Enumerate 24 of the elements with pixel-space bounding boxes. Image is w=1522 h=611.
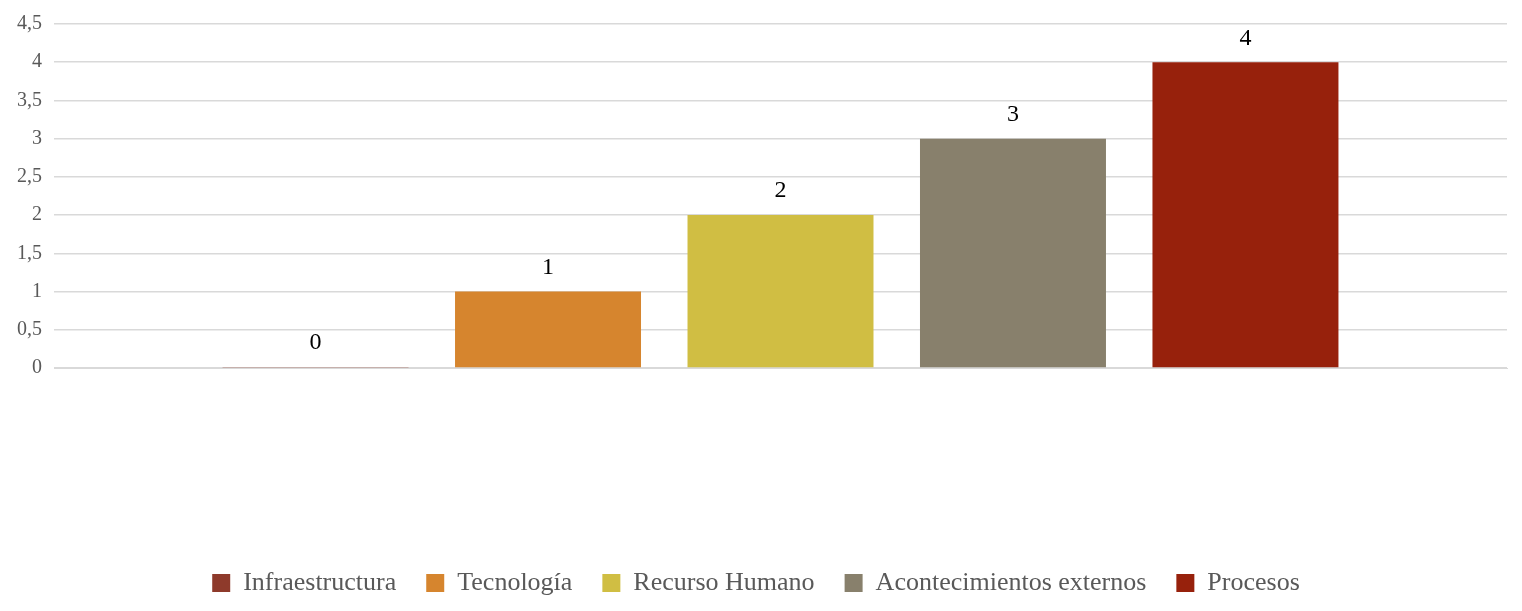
bar xyxy=(1152,62,1339,368)
legend-label: Infraestructura xyxy=(243,566,397,596)
bar xyxy=(687,215,874,368)
y-tick-label: 2 xyxy=(32,202,42,225)
legend-label: Procesos xyxy=(1207,566,1300,596)
data-label: 3 xyxy=(1006,99,1019,126)
y-tick-label: 3,5 xyxy=(17,87,42,110)
data-label: 4 xyxy=(1239,23,1252,50)
bar xyxy=(455,291,642,368)
data-label: 1 xyxy=(542,252,555,279)
y-tick-label: 2,5 xyxy=(17,164,42,187)
y-tick-label: 3 xyxy=(32,125,42,148)
legend-label: Acontecimientos externos xyxy=(875,566,1147,596)
legend-label: Recurso Humano xyxy=(633,566,815,596)
y-tick-label: 4,5 xyxy=(17,11,42,34)
y-tick-label: 0,5 xyxy=(17,317,42,340)
y-tick-label: 1,5 xyxy=(17,240,42,263)
y-tick-label: 1 xyxy=(32,278,42,301)
y-tick-label: 0 xyxy=(32,355,42,378)
y-tick-label: 4 xyxy=(32,49,42,72)
bar xyxy=(919,138,1106,368)
data-label: 2 xyxy=(774,176,787,203)
legend-label: Tecnología xyxy=(457,566,573,596)
data-label: 0 xyxy=(309,328,322,355)
